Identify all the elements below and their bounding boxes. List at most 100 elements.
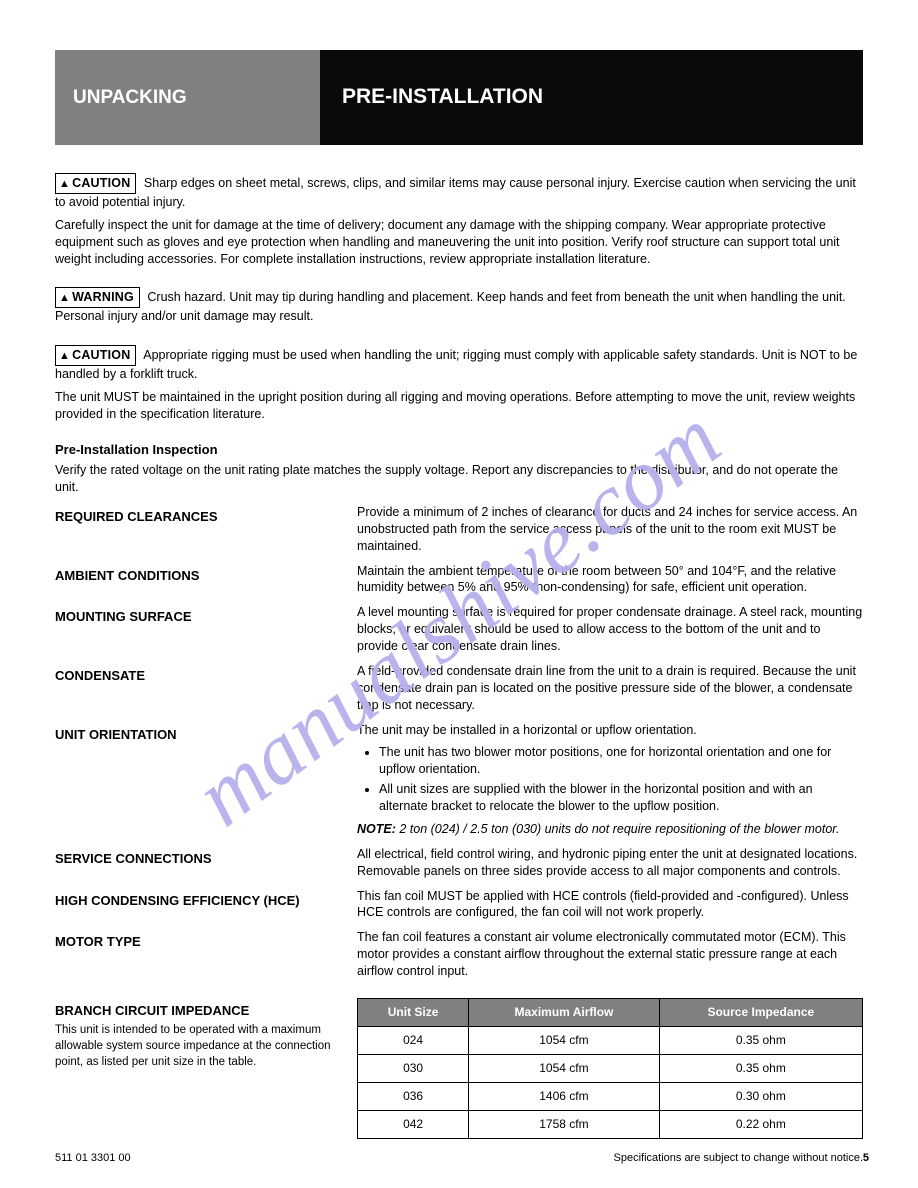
table-row: 036 1406 cfm 0.30 ohm xyxy=(358,1082,863,1110)
table-header-row: Unit Size Maximum Airflow Source Impedan… xyxy=(358,998,863,1026)
service-text: All electrical, field control wiring, an… xyxy=(357,846,863,880)
table-row: 024 1054 cfm 0.35 ohm xyxy=(358,1026,863,1054)
badge-text: CAUTION xyxy=(72,348,130,362)
caution1-para2: Carefully inspect the unit for damage at… xyxy=(55,217,863,268)
col-right-6: All electrical, field control wiring, an… xyxy=(357,846,863,880)
caution-badge: ▲CAUTION xyxy=(55,345,136,366)
header-left-label: UNPACKING xyxy=(73,85,187,111)
impedance-title: BRANCH CIRCUIT IMPEDANCE xyxy=(55,1002,335,1020)
caution-badge: ▲CAUTION xyxy=(55,173,136,194)
caution-block-2: ▲CAUTION Appropriate rigging must be use… xyxy=(55,345,863,423)
columns-row-7: HIGH CONDENSING EFFICIENCY (HCE) This fa… xyxy=(55,888,863,922)
header-right-panel: PRE-INSTALLATION xyxy=(320,50,863,145)
col-right-4: A field-provided condensate drain line f… xyxy=(357,663,863,714)
surface-text: A level mounting surface is required for… xyxy=(357,604,863,655)
warning-triangle-icon: ▲ xyxy=(59,291,70,306)
ambient-text: Maintain the ambient temperature of the … xyxy=(357,563,863,597)
table-row: 042 1758 cfm 0.22 ohm xyxy=(358,1110,863,1138)
warning-triangle-icon: ▲ xyxy=(59,177,70,192)
caution2-para2: The unit MUST be maintained in the uprig… xyxy=(55,389,863,423)
ambient-title: AMBIENT CONDITIONS xyxy=(55,567,335,585)
condensate-title: CONDENSATE xyxy=(55,667,335,685)
col-right-1: Provide a minimum of 2 inches of clearan… xyxy=(357,504,863,555)
col-right-7: This fan coil MUST be applied with HCE c… xyxy=(357,888,863,922)
motor-text: The fan coil features a constant air vol… xyxy=(357,929,863,980)
footer-left: 511 01 3301 00 xyxy=(55,1151,131,1166)
cell: 1054 cfm xyxy=(469,1054,659,1082)
col-right-5: The unit may be installed in a horizonta… xyxy=(357,722,863,838)
badge-text: WARNING xyxy=(72,290,134,304)
impedance-row: BRANCH CIRCUIT IMPEDANCE This unit is in… xyxy=(55,998,863,1139)
cell: 036 xyxy=(358,1082,469,1110)
list-item: All unit sizes are supplied with the blo… xyxy=(379,781,863,815)
columns-row-5: UNIT ORIENTATION The unit may be install… xyxy=(55,722,863,838)
page-number: 5 xyxy=(863,1151,869,1166)
warning-block: ▲WARNING Crush hazard. Unit may tip duri… xyxy=(55,287,863,325)
impedance-right: Unit Size Maximum Airflow Source Impedan… xyxy=(357,998,863,1139)
cell: 030 xyxy=(358,1054,469,1082)
motor-title: MOTOR TYPE xyxy=(55,933,335,951)
col-left-2: AMBIENT CONDITIONS xyxy=(55,563,335,597)
badge-text: CAUTION xyxy=(72,176,130,190)
caution-block-1: ▲CAUTION Sharp edges on sheet metal, scr… xyxy=(55,173,863,267)
columns-row-2: AMBIENT CONDITIONS Maintain the ambient … xyxy=(55,563,863,597)
impedance-table: Unit Size Maximum Airflow Source Impedan… xyxy=(357,998,863,1139)
preinspect-title: Pre-Installation Inspection xyxy=(55,441,863,459)
header-left-panel: UNPACKING xyxy=(55,50,320,145)
columns-row-8: MOTOR TYPE The fan coil features a const… xyxy=(55,929,863,980)
warning-para: Crush hazard. Unit may tip during handli… xyxy=(55,290,846,323)
columns-row-3: MOUNTING SURFACE A level mounting surfac… xyxy=(55,604,863,655)
note-label: NOTE: xyxy=(357,822,396,836)
th-source-imp: Source Impedance xyxy=(659,998,862,1026)
surface-title: MOUNTING SURFACE xyxy=(55,608,335,626)
hce-text: This fan coil MUST be applied with HCE c… xyxy=(357,888,863,922)
cell: 1054 cfm xyxy=(469,1026,659,1054)
col-left-6: SERVICE CONNECTIONS xyxy=(55,846,335,880)
preinspect-block: Pre-Installation Inspection Verify the r… xyxy=(55,441,863,496)
orientation-note: NOTE: 2 ton (024) / 2.5 ton (030) units … xyxy=(357,821,863,838)
col-left-3: MOUNTING SURFACE xyxy=(55,604,335,655)
page-header-bar: UNPACKING PRE-INSTALLATION xyxy=(55,50,863,145)
th-max-airflow: Maximum Airflow xyxy=(469,998,659,1026)
page-footer: 511 01 3301 00 Specifications are subjec… xyxy=(55,1151,863,1166)
col-left-5: UNIT ORIENTATION xyxy=(55,722,335,838)
orientation-title: UNIT ORIENTATION xyxy=(55,726,335,744)
clearances-title: REQUIRED CLEARANCES xyxy=(55,508,335,526)
impedance-text: This unit is intended to be operated wit… xyxy=(55,1023,335,1070)
columns-row-1: REQUIRED CLEARANCES Provide a minimum of… xyxy=(55,504,863,555)
preinspect-text: Verify the rated voltage on the unit rat… xyxy=(55,462,863,496)
cell: 1406 cfm xyxy=(469,1082,659,1110)
note-text: 2 ton (024) / 2.5 ton (030) units do not… xyxy=(399,822,839,836)
table-row: 030 1054 cfm 0.35 ohm xyxy=(358,1054,863,1082)
cell: 0.30 ohm xyxy=(659,1082,862,1110)
impedance-left: BRANCH CIRCUIT IMPEDANCE This unit is in… xyxy=(55,998,335,1139)
col-left-1: REQUIRED CLEARANCES xyxy=(55,504,335,555)
col-left-8: MOTOR TYPE xyxy=(55,929,335,980)
cell: 0.35 ohm xyxy=(659,1026,862,1054)
cell: 024 xyxy=(358,1026,469,1054)
orientation-bullets: The unit has two blower motor positions,… xyxy=(357,744,863,815)
caution2-para1: Appropriate rigging must be used when ha… xyxy=(55,348,857,381)
cell: 0.35 ohm xyxy=(659,1054,862,1082)
clearances-text: Provide a minimum of 2 inches of clearan… xyxy=(357,504,863,555)
th-unit-size: Unit Size xyxy=(358,998,469,1026)
columns-row-6: SERVICE CONNECTIONS All electrical, fiel… xyxy=(55,846,863,880)
footer-right: Specifications are subject to change wit… xyxy=(614,1151,863,1166)
col-right-2: Maintain the ambient temperature of the … xyxy=(357,563,863,597)
service-title: SERVICE CONNECTIONS xyxy=(55,850,335,868)
cell: 042 xyxy=(358,1110,469,1138)
header-right-label: PRE-INSTALLATION xyxy=(342,83,543,111)
cell: 0.22 ohm xyxy=(659,1110,862,1138)
col-left-4: CONDENSATE xyxy=(55,663,335,714)
warning-badge: ▲WARNING xyxy=(55,287,140,308)
caution1-intro: Sharp edges on sheet metal, screws, clip… xyxy=(55,176,856,209)
condensate-text: A field-provided condensate drain line f… xyxy=(357,663,863,714)
hce-title: HIGH CONDENSING EFFICIENCY (HCE) xyxy=(55,892,335,910)
list-item: The unit has two blower motor positions,… xyxy=(379,744,863,778)
col-left-7: HIGH CONDENSING EFFICIENCY (HCE) xyxy=(55,888,335,922)
col-right-8: The fan coil features a constant air vol… xyxy=(357,929,863,980)
warning-triangle-icon: ▲ xyxy=(59,349,70,364)
columns-row-4: CONDENSATE A field-provided condensate d… xyxy=(55,663,863,714)
col-right-3: A level mounting surface is required for… xyxy=(357,604,863,655)
orientation-para1: The unit may be installed in a horizonta… xyxy=(357,722,863,739)
